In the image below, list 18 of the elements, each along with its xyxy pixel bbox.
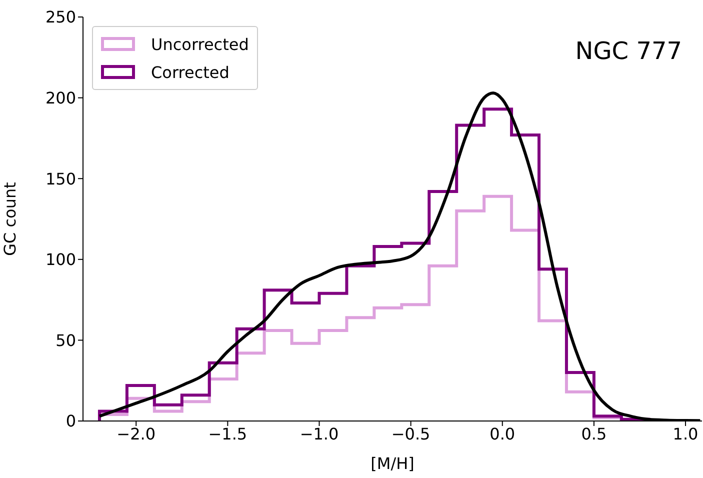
- x-tick-label: 1.0: [672, 424, 698, 444]
- legend-label: Corrected: [151, 62, 230, 82]
- y-tick-label: 200: [45, 88, 76, 108]
- x-tick-label: −0.5: [391, 424, 430, 444]
- x-tick-label: −1.5: [208, 424, 248, 444]
- y-tick-label: 150: [45, 169, 76, 188]
- annotation: NGC 777: [575, 37, 682, 65]
- y-tick-label: 50: [56, 330, 76, 350]
- y-tick-label: 100: [45, 250, 76, 270]
- y-axis-title: GC count: [0, 182, 20, 256]
- x-tick-label: −1.0: [300, 424, 339, 444]
- x-tick-label: 0.5: [581, 424, 607, 444]
- y-tick-label: 250: [45, 8, 76, 27]
- x-tick-label: 0.0: [490, 424, 516, 444]
- y-tick-label: 0: [66, 412, 76, 431]
- x-tick-label: −2.0: [116, 424, 156, 444]
- legend-label: Uncorrected: [151, 34, 249, 54]
- x-axis-title: [M/H]: [370, 454, 414, 473]
